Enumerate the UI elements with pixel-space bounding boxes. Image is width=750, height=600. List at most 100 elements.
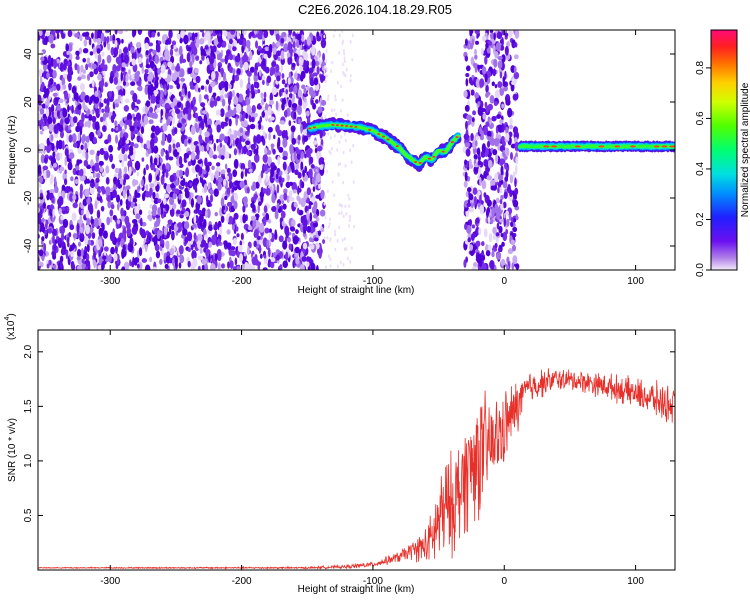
heatmap-noise-cell	[246, 70, 252, 77]
heatmap-noise-cell	[317, 106, 323, 114]
heatmap-noise-cell	[71, 133, 77, 143]
heatmap-noise-cell	[502, 231, 508, 242]
heatmap-noise-cell	[315, 264, 319, 270]
heatmap-noise-cell	[38, 182, 42, 189]
heatmap-noise-cell	[159, 246, 163, 252]
heatmap-noise-cell	[297, 89, 303, 98]
heatmap-noise-cell	[245, 39, 251, 49]
heatmap-noise-cell	[290, 125, 296, 133]
heatmap-noise-cell	[44, 35, 48, 46]
heatmap-noise-cell	[258, 222, 265, 233]
heatmap-noise-cell	[94, 180, 99, 190]
heatmap-noise-cell	[146, 236, 150, 243]
heatmap-noise-cell	[474, 63, 478, 74]
heatmap-noise-cell	[275, 173, 279, 180]
heatmap-noise-cell	[65, 133, 69, 143]
heatmap-noise-cell	[72, 167, 77, 176]
heatmap-noise-cell	[489, 219, 494, 225]
heatmap-noise-cell	[222, 71, 226, 82]
heatmap-noise-cell	[315, 99, 319, 104]
heatmap-noise-cell	[43, 85, 47, 95]
heatmap-noise-cell	[64, 148, 69, 157]
heatmap-noise-cell	[108, 144, 114, 153]
heatmap-noise-cell	[67, 65, 73, 75]
heatmap-noise-cell	[86, 57, 91, 65]
heatmap-noise-cell	[331, 180, 334, 184]
heatmap-noise-cell	[229, 38, 233, 45]
heatmap-noise-cell	[109, 209, 114, 217]
heatmap-noise-cell	[509, 117, 513, 126]
heatmap-noise-cell	[275, 33, 280, 41]
heatmap-noise-cell	[40, 84, 44, 92]
heatmap-noise-cell	[468, 163, 474, 169]
heatmap-noise-cell	[484, 73, 488, 83]
heatmap-noise-cell	[125, 139, 130, 144]
heatmap-noise-cell	[79, 226, 84, 234]
heatmap-noise-cell	[40, 56, 45, 62]
heatmap-noise-cell	[168, 144, 172, 154]
heatmap-noise-cell	[312, 186, 316, 192]
heatmap-noise-cell	[80, 144, 84, 150]
heatmap-noise-cell	[514, 177, 517, 188]
heatmap-noise-cell	[195, 84, 199, 93]
heatmap-noise-cell	[109, 231, 116, 242]
heatmap-noise-cell	[487, 244, 492, 252]
heatmap-noise-cell	[54, 182, 58, 191]
heatmap-noise-cell	[265, 187, 271, 196]
heatmap-noise-cell	[297, 172, 302, 179]
heatmap-noise-cell	[145, 100, 151, 107]
heatmap-noise-cell	[474, 48, 478, 56]
heatmap-noise-cell	[239, 214, 243, 224]
heatmap-noise-cell	[77, 64, 80, 74]
heatmap-noise-cell	[223, 240, 228, 246]
heatmap-noise-cell	[169, 225, 172, 235]
heatmap-noise-cell	[336, 238, 339, 243]
heatmap-noise-cell	[263, 205, 268, 213]
heatmap-noise-cell	[171, 138, 176, 145]
heatmap-noise-cell	[159, 98, 165, 105]
heatmap-noise-cell	[509, 189, 513, 198]
heatmap-noise-cell	[280, 37, 285, 44]
heatmap-noise-cell	[506, 186, 510, 192]
heatmap-noise-cell	[226, 175, 229, 181]
heatmap-noise-cell	[288, 120, 292, 127]
heatmap-noise-cell	[191, 32, 195, 42]
heatmap-noise-cell	[100, 62, 105, 69]
heatmap-signal-peak	[450, 141, 454, 143]
heatmap-noise-cell	[481, 241, 485, 247]
heatmap-noise-cell	[91, 63, 97, 70]
heatmap-noise-cell	[249, 31, 255, 37]
heatmap-noise-cell	[206, 143, 210, 152]
heatmap-noise-cell	[61, 140, 65, 151]
heatmap-noise-cell	[222, 178, 226, 187]
heatmap-noise-cell	[129, 150, 134, 156]
heatmap-noise-cell	[274, 210, 279, 220]
heatmap-noise-cell	[288, 99, 292, 108]
heatmap-noise-cell	[318, 183, 321, 189]
heatmap-noise-cell	[197, 115, 203, 122]
heatmap-noise-cell	[101, 51, 105, 57]
heatmap-noise-cell	[195, 75, 201, 84]
heatmap-noise-cell	[93, 250, 96, 260]
heatmap-noise-cell	[97, 218, 102, 227]
heatmap-noise-cell	[503, 213, 506, 219]
heatmap-noise-cell	[278, 176, 282, 183]
heatmap-noise-cell	[268, 228, 272, 234]
heatmap-noise-cell	[83, 159, 89, 167]
heatmap-noise-cell	[210, 172, 215, 182]
heatmap-noise-cell	[130, 201, 135, 209]
heatmap-noise-cell	[515, 263, 520, 270]
heatmap-noise-cell	[128, 69, 131, 75]
heatmap-noise-cell	[214, 30, 221, 35]
heatmap-noise-cell	[208, 241, 212, 248]
heatmap-noise-cell	[205, 195, 209, 204]
heatmap-noise-cell	[98, 227, 103, 237]
heatmap-noise-cell	[234, 129, 238, 140]
heatmap-noise-cell	[330, 108, 333, 113]
heatmap-noise-cell	[104, 64, 108, 72]
heatmap-noise-cell	[131, 52, 135, 60]
heatmap-noise-cell	[491, 115, 497, 122]
heatmap-noise-cell	[126, 188, 130, 198]
heatmap-noise-cell	[108, 90, 112, 98]
heatmap-noise-cell	[263, 53, 268, 59]
